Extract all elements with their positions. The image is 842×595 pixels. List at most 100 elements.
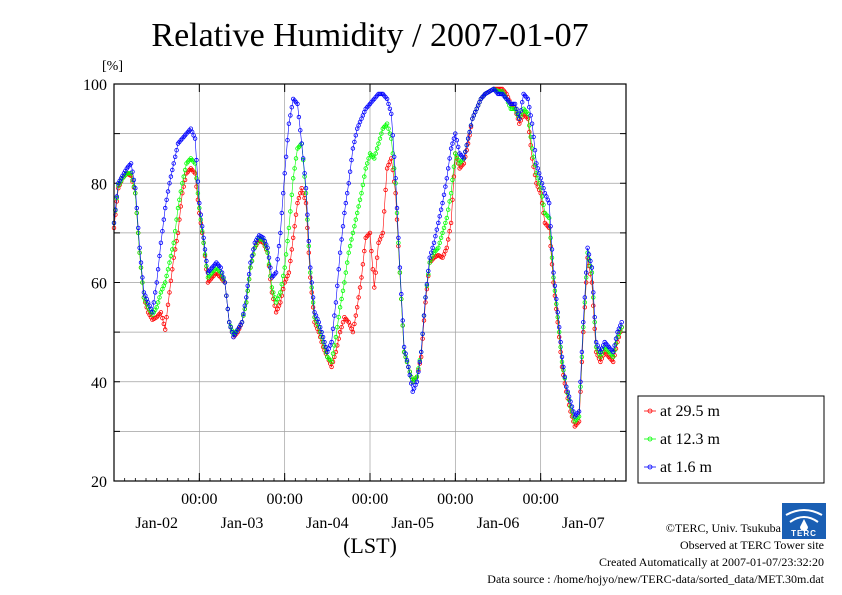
x-axis-label: (LST) [343, 533, 397, 558]
data-point [554, 301, 559, 307]
data-point [269, 285, 275, 290]
data-point [353, 133, 358, 138]
data-point [578, 379, 583, 384]
data-point [316, 320, 321, 325]
y-tick-label: 60 [91, 276, 107, 293]
data-point [386, 126, 391, 131]
data-point [393, 190, 398, 196]
data-point [497, 91, 502, 97]
data-point [367, 230, 373, 236]
data-point [134, 205, 139, 211]
data-point [180, 181, 185, 186]
data-point [164, 273, 169, 279]
observed-text: Observed at TERC Tower site [680, 538, 824, 552]
copyright-text: ©TERC, Univ. Tsukuba [666, 521, 782, 535]
data-point [400, 318, 405, 323]
data-point [150, 310, 155, 315]
legend-swatch-marker [647, 464, 653, 470]
data-point [552, 283, 558, 288]
data-point [345, 190, 350, 196]
data-point [535, 166, 540, 171]
data-point [352, 139, 357, 145]
data-point [447, 156, 452, 161]
data-point [306, 238, 311, 244]
data-point [157, 295, 162, 300]
data-point [164, 197, 169, 202]
data-point [373, 151, 378, 156]
data-point [336, 315, 341, 320]
data-point [155, 300, 161, 305]
data-point [275, 257, 280, 262]
data-point [451, 164, 457, 169]
data-point [357, 285, 363, 290]
data-point [383, 187, 388, 193]
data-point [165, 267, 171, 272]
data-point [461, 156, 467, 161]
data-point [512, 101, 518, 107]
data-point [373, 270, 378, 275]
data-point [548, 235, 553, 240]
data-point [423, 295, 428, 300]
data-point [222, 280, 228, 285]
data-point [342, 210, 347, 216]
data-point [531, 134, 536, 140]
data-point [589, 280, 595, 285]
data-point [430, 245, 435, 250]
terc-logo: TERC [782, 503, 826, 539]
data-point [446, 237, 451, 242]
data-point [299, 185, 304, 191]
data-point [588, 258, 593, 264]
data-point [158, 240, 164, 245]
data-point [529, 121, 535, 126]
data-point [170, 247, 175, 252]
data-point [177, 217, 182, 222]
data-point [201, 235, 206, 240]
data-point [417, 359, 422, 365]
data-point [586, 252, 592, 257]
data-point [289, 192, 294, 197]
data-point [140, 280, 145, 285]
data-point [168, 174, 174, 179]
data-point [225, 306, 230, 312]
data-point [279, 210, 284, 216]
data-point [281, 273, 286, 279]
data-point [226, 320, 232, 325]
data-point [535, 176, 540, 181]
data-point [309, 280, 314, 285]
data-point [171, 240, 176, 245]
data-point [511, 106, 516, 111]
x-date-label: Jan-05 [391, 515, 434, 532]
data-point [450, 177, 455, 183]
data-point [611, 354, 616, 360]
data-point [265, 245, 270, 250]
data-point [289, 104, 294, 110]
data-point [528, 134, 533, 140]
data-point [152, 290, 158, 295]
data-point [316, 325, 321, 330]
data-point [160, 315, 165, 321]
data-point [305, 225, 310, 231]
data-point [356, 295, 361, 300]
data-point [181, 174, 186, 179]
legend: at 29.5 m at 12.3 m at 1.6 m [637, 395, 825, 484]
data-point [592, 315, 597, 320]
data-point [584, 270, 589, 275]
data-point [399, 291, 404, 297]
data-point [382, 209, 387, 214]
data-point [447, 199, 452, 204]
data-point [551, 275, 556, 280]
data-point [343, 200, 348, 206]
data-point [404, 358, 410, 363]
data-point [330, 351, 336, 356]
data-point [285, 137, 290, 143]
data-point [444, 245, 449, 250]
data-point [557, 325, 562, 330]
data-point [420, 331, 425, 336]
data-point [333, 300, 339, 305]
data-point [330, 326, 336, 331]
data-point [508, 106, 513, 111]
data-point [528, 113, 533, 118]
data-point [248, 260, 253, 265]
data-point [393, 176, 398, 181]
data-point [318, 334, 323, 340]
